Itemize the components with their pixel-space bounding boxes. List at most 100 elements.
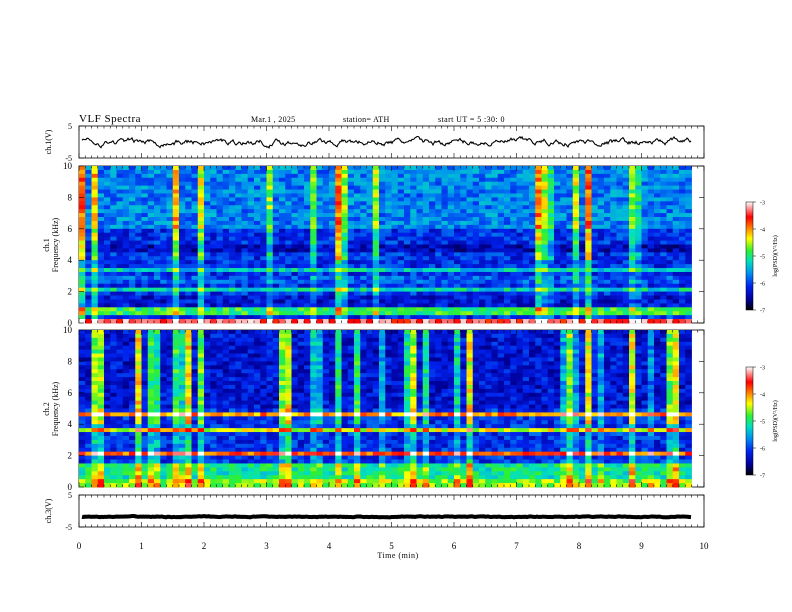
spectrogram-cell	[322, 337, 330, 343]
spectrogram-cell	[566, 197, 574, 202]
spectrogram-cell	[335, 341, 342, 347]
spectrogram-cell	[641, 279, 649, 285]
spectrogram-cell	[216, 330, 224, 335]
spectrogram-cell	[129, 252, 136, 257]
spectrogram-cell	[529, 248, 536, 253]
spectrogram-cell	[604, 252, 611, 257]
spectrogram-cell	[391, 315, 399, 320]
spectrogram-cell	[329, 287, 336, 293]
spectrogram-cell	[497, 236, 505, 241]
spectrogram-cell	[466, 248, 474, 253]
spectrogram-cell	[635, 169, 642, 175]
spectrogram-cell	[629, 357, 636, 362]
spectrogram-cell	[547, 260, 555, 265]
spectrogram-cell	[510, 271, 517, 277]
spectrogram-cell	[154, 349, 161, 354]
spectrogram-cell	[197, 299, 205, 304]
spectrogram-cell	[491, 365, 499, 370]
spectrogram-cell	[229, 177, 236, 183]
spectrogram-cell	[154, 303, 161, 308]
spectrogram-cell	[160, 315, 167, 320]
spectrogram-cell	[429, 224, 436, 230]
spectrogram-cell	[322, 228, 330, 234]
spectrogram-cell	[354, 177, 361, 183]
spectrogram-cell	[191, 224, 199, 230]
spectrogram-cell	[635, 260, 642, 265]
spectrogram-cell	[672, 173, 680, 179]
spectrogram-cell	[579, 353, 586, 358]
spectrogram-cell	[360, 353, 367, 358]
spectrogram-cell	[566, 333, 574, 339]
spectrogram-cell	[541, 244, 549, 249]
spectrogram-cell	[147, 271, 155, 277]
spectrogram-cell	[341, 240, 349, 245]
spectrogram-cell	[397, 361, 405, 366]
spectrogram-cell	[104, 311, 111, 316]
spectrogram-cell	[660, 228, 667, 234]
spectrogram-cell	[310, 260, 317, 265]
spectrogram-cell	[254, 299, 261, 304]
spectrogram-cell	[641, 189, 649, 194]
spectrogram-cell	[147, 299, 155, 304]
spectrogram-cell	[204, 248, 211, 253]
spectrogram-cell	[229, 311, 236, 316]
spectrogram-cell	[360, 291, 367, 296]
spectrogram-cell	[310, 333, 317, 339]
spectrogram-cell	[241, 279, 249, 285]
spectrogram-cell	[529, 189, 536, 194]
spectrogram-cell	[204, 232, 211, 238]
spectrogram-cell	[466, 291, 474, 296]
spectrogram-cell	[154, 279, 161, 285]
spectrogram-cell	[235, 264, 242, 269]
spectrogram-cell	[341, 345, 349, 351]
spectrogram-cell	[647, 275, 655, 281]
spectrogram-cell	[222, 330, 230, 335]
spectrogram-cell	[597, 357, 605, 362]
spectrogram-cell	[372, 315, 380, 320]
spectrogram-cell	[629, 209, 636, 214]
spectrogram-cell	[454, 169, 461, 175]
spectrogram-cell	[435, 166, 442, 171]
spectrogram-cell	[585, 256, 592, 261]
spectrogram-cell	[104, 275, 111, 281]
spectrogram-cell	[416, 177, 424, 183]
spectrogram-cell	[479, 365, 486, 370]
spectrogram-cell	[222, 244, 230, 249]
spectrogram-cell	[591, 189, 599, 194]
spectrogram-cell	[485, 341, 492, 347]
spectrogram-cell	[535, 287, 542, 293]
spectrogram-cell	[135, 349, 142, 354]
spectrogram-cell	[435, 252, 442, 257]
spectrogram-cell	[547, 279, 555, 285]
spectrogram-cell	[291, 307, 299, 312]
spectrogram-cell	[229, 256, 236, 261]
spectrogram-cell	[629, 256, 636, 261]
spectrogram-cell	[516, 228, 524, 234]
spectrogram-cell	[410, 213, 417, 218]
spectrogram-cell	[297, 361, 305, 366]
spectrogram-cell	[616, 337, 624, 343]
spectrogram-cell	[122, 205, 130, 210]
spectrogram-cell	[629, 189, 636, 194]
spectrogram-cell	[91, 279, 99, 285]
spectrogram-cell	[260, 333, 267, 339]
spectrogram-cell	[360, 166, 367, 171]
spectrogram-cell	[372, 189, 380, 194]
spectrogram-cell	[254, 330, 261, 335]
spectrogram-cell	[235, 365, 242, 370]
spectrogram-cell	[541, 252, 549, 257]
spectrogram-cell	[641, 311, 649, 316]
spectrogram-cell	[135, 177, 142, 183]
spectrogram-cell	[166, 287, 174, 293]
spectrogram-cell	[310, 169, 317, 175]
spectrogram-cell	[347, 213, 355, 218]
spectrogram-cell	[166, 240, 174, 245]
spectrogram-cell	[110, 197, 117, 202]
spectrogram-cell	[666, 220, 674, 226]
spectrogram-cell	[535, 299, 542, 304]
spectrogram-cell	[316, 330, 324, 335]
spectrogram-cell	[79, 307, 86, 312]
spectrogram-cell	[454, 248, 461, 253]
spectrogram-cell	[204, 224, 211, 230]
spectrogram-cell	[529, 365, 536, 370]
